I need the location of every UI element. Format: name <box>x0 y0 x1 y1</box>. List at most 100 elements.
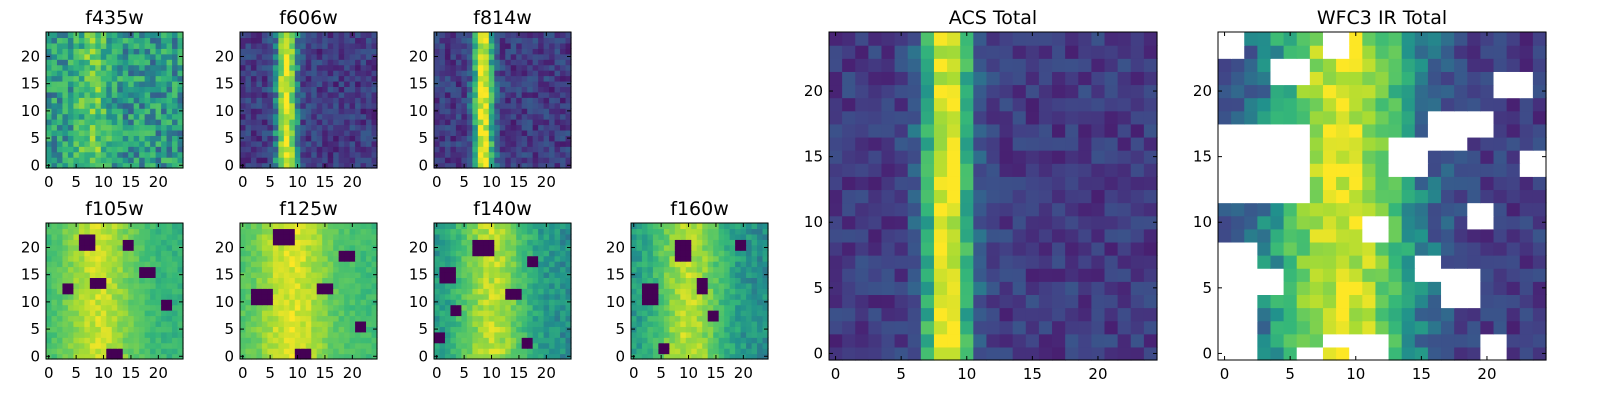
heatmap-cell <box>133 70 140 77</box>
heatmap-cell <box>133 37 140 44</box>
heatmap-cell <box>172 353 179 360</box>
heatmap-cell <box>455 320 462 327</box>
heatmap-cell <box>355 162 362 169</box>
heatmap-cell <box>172 113 179 120</box>
heatmap-cell <box>62 70 69 77</box>
heatmap-cell <box>461 244 468 251</box>
heatmap-cell <box>333 315 340 322</box>
heatmap-cell <box>316 228 323 235</box>
heatmap-cell <box>349 266 356 273</box>
heatmap-cell <box>316 239 323 246</box>
heatmap-cell <box>150 261 157 268</box>
heatmap-cell <box>920 346 935 361</box>
heatmap-cell <box>172 64 179 71</box>
heatmap-cell <box>278 70 285 77</box>
heatmap-cell <box>322 337 329 344</box>
heatmap-cell <box>472 102 479 109</box>
heatmap-cell <box>56 250 64 257</box>
heatmap-cell <box>641 315 649 322</box>
heatmap-cell <box>240 146 247 153</box>
heatmap-cell <box>322 151 329 158</box>
heatmap-cell <box>685 261 692 268</box>
heatmap-cell <box>338 299 345 306</box>
heatmap-cell <box>751 288 758 295</box>
heatmap-cell <box>349 244 356 251</box>
heatmap-cell <box>327 53 334 60</box>
heatmap-cell <box>450 299 457 306</box>
heatmap-cell <box>289 80 296 87</box>
heatmap-cell <box>1078 228 1092 243</box>
heatmap-cell <box>960 268 974 282</box>
heatmap-cell <box>450 162 457 169</box>
heatmap-cell <box>499 353 506 360</box>
heatmap-cell <box>538 261 545 268</box>
heatmap-cell <box>256 331 263 338</box>
heatmap-cell <box>322 91 329 98</box>
heatmap-cell <box>735 266 742 273</box>
heatmap-cell <box>477 255 484 262</box>
heatmap-cell <box>155 75 162 82</box>
heatmap-cell <box>434 75 441 82</box>
heatmap-cell <box>305 223 312 230</box>
heatmap-cell <box>333 162 340 169</box>
heatmap-cell <box>89 293 96 300</box>
heatmap-cell <box>729 223 736 230</box>
heatmap-cell <box>89 288 96 295</box>
heatmap-cell <box>106 310 113 317</box>
heatmap-cell <box>455 266 462 273</box>
heatmap-cell <box>510 353 517 360</box>
heatmap-cell <box>245 86 252 93</box>
heatmap-cell <box>84 239 91 246</box>
heatmap-cell <box>133 348 140 355</box>
heatmap-cell <box>56 102 64 109</box>
heatmap-cell <box>172 59 179 66</box>
heatmap-cell <box>947 176 961 191</box>
heatmap-cell <box>305 320 312 327</box>
heatmap-cell <box>338 157 345 164</box>
heatmap-cell <box>740 277 747 284</box>
heatmap-cell <box>707 271 714 278</box>
heatmap-cell <box>56 70 64 77</box>
heatmap-cell <box>527 75 534 82</box>
heatmap-cell <box>172 140 179 147</box>
heatmap-cell <box>947 294 961 309</box>
heatmap-cell <box>155 233 162 240</box>
heatmap-cell <box>434 255 441 262</box>
heatmap-cell <box>84 59 91 66</box>
heatmap-cell <box>488 48 495 55</box>
heatmap-cell <box>560 228 567 235</box>
heatmap-cell <box>144 70 151 77</box>
heatmap-cell <box>538 119 545 126</box>
heatmap-cell <box>669 244 676 251</box>
heatmap-cell <box>505 102 512 109</box>
heatmap-cell <box>161 108 168 115</box>
heatmap-cell <box>663 271 670 278</box>
heatmap-cell <box>691 244 698 251</box>
heatmap-cell <box>636 277 643 284</box>
heatmap-cell <box>322 261 329 268</box>
heatmap-cell <box>560 320 567 327</box>
heatmap-cell <box>1143 268 1158 282</box>
heatmap-cell <box>311 326 318 333</box>
heatmap-cell <box>560 255 567 262</box>
heatmap-cell <box>762 288 769 295</box>
heatmap-cell <box>680 348 687 355</box>
heatmap-cell <box>829 320 843 335</box>
heatmap-cell <box>488 299 495 306</box>
y-tick-label: 5 <box>224 320 234 338</box>
heatmap-cell <box>685 342 692 349</box>
heatmap-cell <box>494 59 501 66</box>
heatmap-cell <box>1038 281 1053 295</box>
heatmap-cell <box>122 157 129 164</box>
heatmap-cell <box>1104 320 1119 335</box>
heatmap-cell <box>355 353 362 360</box>
heatmap-cell <box>538 244 545 251</box>
heatmap-cell <box>316 331 323 338</box>
heatmap-cell <box>89 157 96 164</box>
heatmap-cell <box>166 315 173 322</box>
x-tick-label: 5 <box>265 173 275 191</box>
heatmap-cell <box>267 119 274 126</box>
heatmap-cell <box>461 271 468 278</box>
heatmap-cell <box>133 64 140 71</box>
heatmap-cell <box>472 239 479 246</box>
